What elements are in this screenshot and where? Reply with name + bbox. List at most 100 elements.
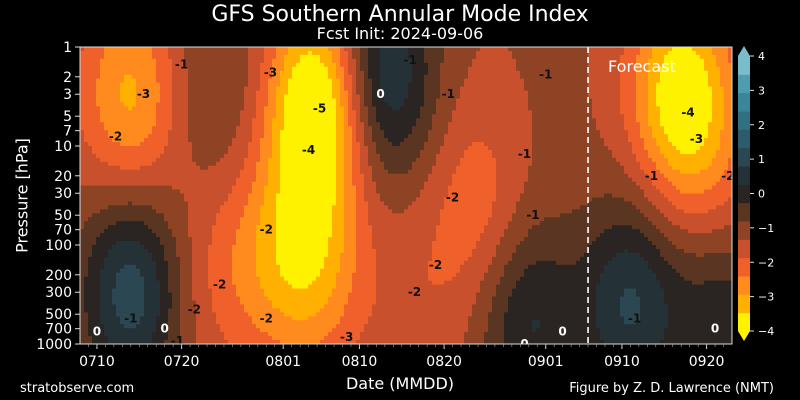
- heatmap-cell: [224, 122, 229, 127]
- heatmap-cell: [208, 134, 213, 139]
- heatmap-cell: [140, 292, 145, 298]
- heatmap-cell: [148, 153, 153, 159]
- heatmap-cell: [268, 161, 273, 167]
- heatmap-cell: [296, 74, 301, 80]
- heatmap-cell: [92, 229, 97, 234]
- heatmap-cell: [88, 320, 93, 325]
- heatmap-cell: [96, 248, 101, 254]
- heatmap-cell: [224, 161, 229, 167]
- heatmap-cell: [108, 106, 113, 111]
- heatmap-cell: [232, 284, 237, 290]
- heatmap-cell: [132, 157, 137, 163]
- heatmap-cell: [260, 78, 265, 84]
- heatmap-cell: [288, 241, 293, 246]
- heatmap-cell: [164, 292, 169, 298]
- heatmap-cell: [84, 47, 89, 52]
- heatmap-cell: [296, 284, 301, 290]
- heatmap-cell: [264, 134, 269, 139]
- heatmap-cell: [240, 50, 245, 56]
- heatmap-cell: [148, 336, 153, 341]
- heatmap-cell: [164, 90, 169, 96]
- heatmap-cell: [288, 165, 293, 171]
- heatmap-cell: [140, 153, 145, 159]
- heatmap-cell: [188, 82, 193, 88]
- heatmap-cell: [340, 237, 345, 242]
- heatmap-cell: [84, 308, 89, 313]
- heatmap-cell: [192, 106, 197, 111]
- heatmap-cell: [220, 58, 225, 64]
- heatmap-cell: [204, 268, 209, 274]
- heatmap-cell: [108, 189, 113, 195]
- heatmap-cell: [156, 209, 161, 214]
- heatmap-cell: [296, 233, 301, 238]
- heatmap-cell: [180, 292, 185, 298]
- heatmap-cell: [308, 185, 313, 191]
- heatmap-cell: [228, 118, 233, 123]
- heatmap-cell: [108, 177, 113, 183]
- heatmap-cell: [156, 173, 161, 179]
- heatmap-cell: [208, 272, 213, 278]
- heatmap-cell: [108, 312, 113, 317]
- heatmap-cell: [252, 229, 257, 234]
- heatmap-cell: [252, 272, 257, 278]
- heatmap-cell: [140, 193, 145, 199]
- heatmap-cell: [312, 130, 317, 135]
- heatmap-cell: [276, 102, 281, 107]
- heatmap-cell: [124, 252, 129, 258]
- heatmap-cell: [88, 229, 93, 234]
- heatmap-cell: [144, 130, 149, 135]
- heatmap-cell: [100, 241, 105, 246]
- heatmap-cell: [116, 245, 121, 250]
- heatmap-cell: [84, 122, 89, 127]
- heatmap-cell: [232, 193, 237, 199]
- heatmap-cell: [320, 197, 325, 203]
- heatmap-cell: [104, 268, 109, 274]
- heatmap-cell: [172, 316, 177, 321]
- heatmap-cell: [212, 114, 217, 119]
- heatmap-cell: [196, 110, 201, 115]
- heatmap-cell: [292, 300, 297, 305]
- heatmap-cell: [300, 98, 305, 104]
- heatmap-cell: [308, 90, 313, 96]
- heatmap-cell: [280, 110, 285, 115]
- heatmap-cell: [304, 300, 309, 305]
- heatmap-cell: [252, 177, 257, 183]
- heatmap-cell: [88, 248, 93, 254]
- heatmap-cell: [212, 252, 217, 258]
- heatmap-cell: [296, 320, 301, 325]
- heatmap-cell: [212, 130, 217, 135]
- heatmap-cell: [228, 276, 233, 282]
- heatmap-cell: [308, 98, 313, 104]
- heatmap-cell: [248, 336, 253, 341]
- heatmap-cell: [204, 245, 209, 250]
- heatmap-cell: [88, 193, 93, 199]
- heatmap-cell: [268, 54, 273, 60]
- heatmap-cell: [324, 58, 329, 64]
- heatmap-cell: [236, 209, 241, 214]
- heatmap-cell: [268, 304, 273, 309]
- heatmap-cell: [228, 312, 233, 317]
- heatmap-cell: [136, 54, 141, 60]
- heatmap-cell: [220, 146, 225, 151]
- heatmap-cell: [224, 70, 229, 76]
- heatmap-cell: [236, 292, 241, 298]
- heatmap-cell: [224, 142, 229, 147]
- heatmap-cell: [188, 126, 193, 131]
- heatmap-cell: [96, 336, 101, 341]
- heatmap-cell: [252, 213, 257, 218]
- heatmap-cell: [292, 280, 297, 286]
- heatmap-cell: [144, 138, 149, 143]
- heatmap-cell: [164, 225, 169, 230]
- heatmap-cell: [204, 102, 209, 107]
- heatmap-cell: [124, 157, 129, 163]
- heatmap-cell: [204, 54, 209, 60]
- heatmap-cell: [272, 130, 277, 135]
- heatmap-cell: [204, 237, 209, 242]
- heatmap-cell: [148, 98, 153, 104]
- heatmap-cell: [176, 213, 181, 218]
- heatmap-cell: [180, 256, 185, 262]
- heatmap-cell: [116, 157, 121, 163]
- heatmap-cell: [328, 62, 333, 68]
- heatmap-cell: [316, 177, 321, 183]
- heatmap-cell: [288, 201, 293, 206]
